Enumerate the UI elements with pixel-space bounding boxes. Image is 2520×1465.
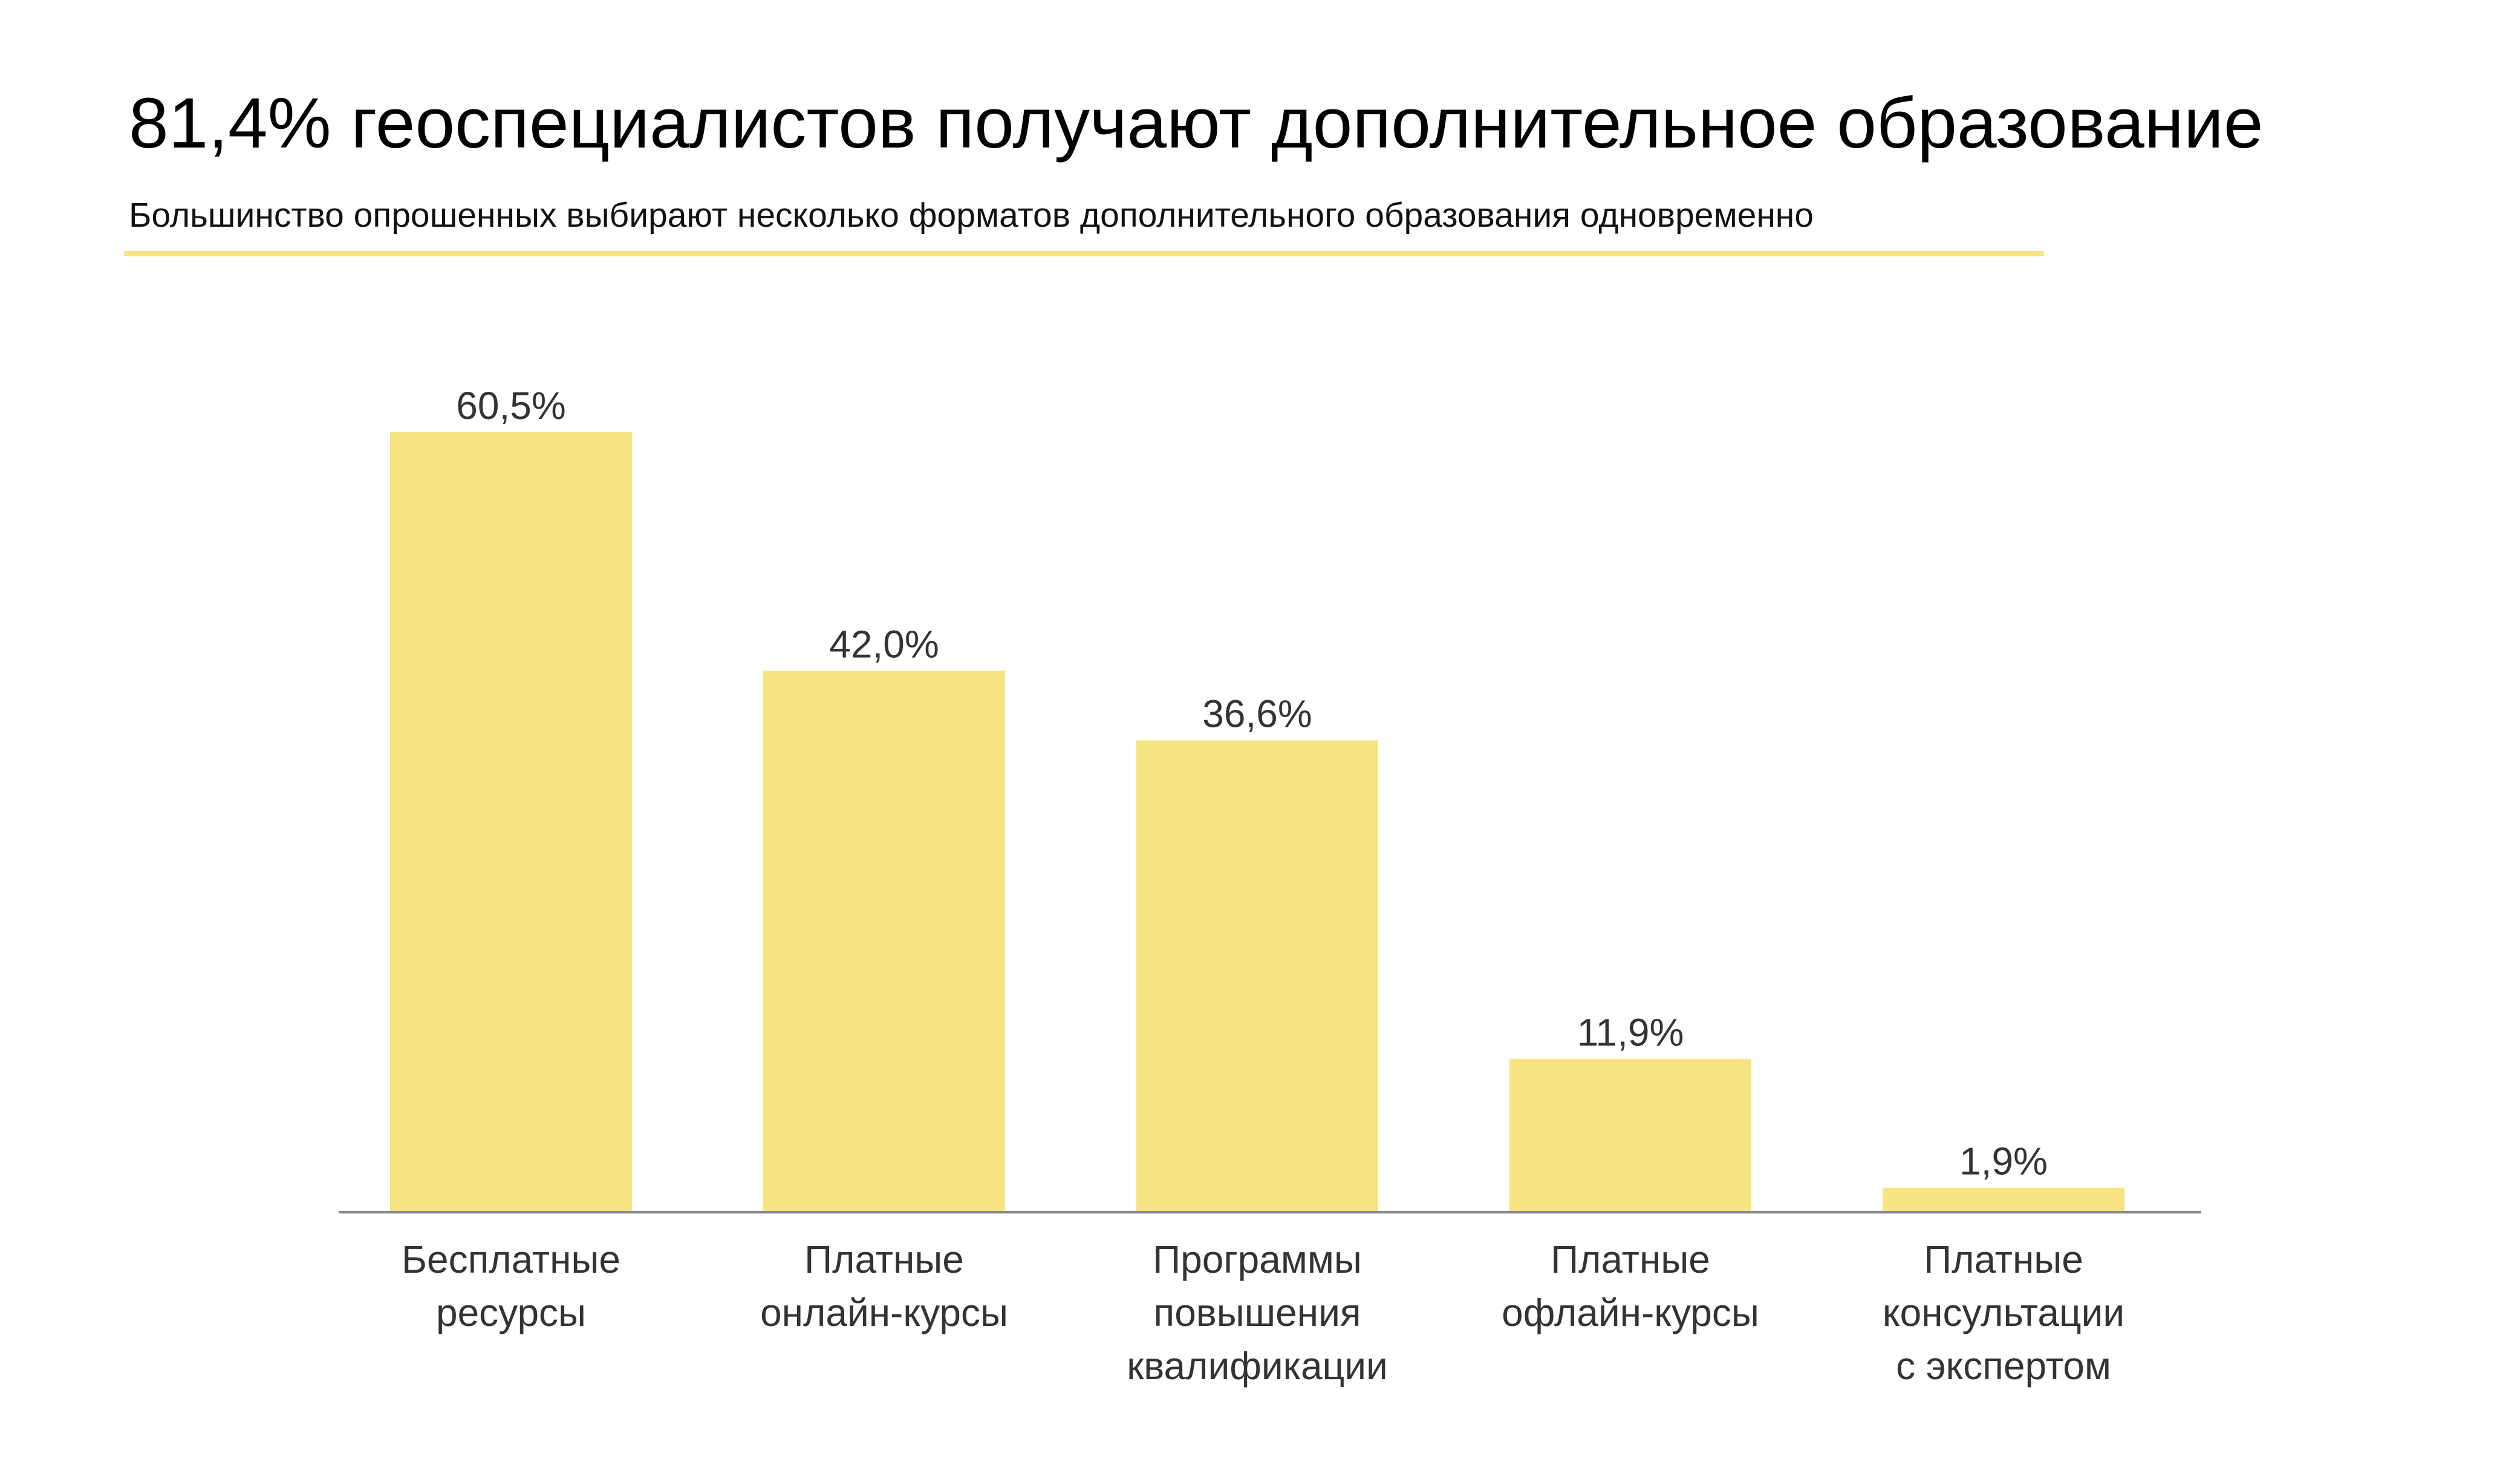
category-label-3-line-3: квалификации bbox=[1127, 1344, 1388, 1388]
value-labels-group: 60,5% 42,0% 36,6% 11,9% 1,9% bbox=[456, 384, 2048, 1183]
bar-5 bbox=[1883, 1187, 2124, 1212]
bar-2 bbox=[763, 671, 1005, 1212]
category-label-3-line-2: повышения bbox=[1154, 1291, 1361, 1334]
value-label-2: 42,0% bbox=[829, 622, 939, 666]
category-label-3-line-1: Программы bbox=[1153, 1238, 1362, 1281]
category-label-5-line-2: консультации bbox=[1883, 1291, 2124, 1334]
value-label-4: 11,9% bbox=[1577, 1010, 1684, 1054]
category-label-1: Бесплатные ресурсы bbox=[402, 1238, 620, 1334]
category-label-1-line-1: Бесплатные bbox=[402, 1238, 620, 1281]
category-label-2-line-1: Платные bbox=[804, 1238, 964, 1281]
bar-3 bbox=[1136, 740, 1378, 1212]
category-label-3: Программы повышения квалификации bbox=[1127, 1238, 1388, 1388]
bar-4 bbox=[1509, 1059, 1751, 1212]
category-label-5-line-1: Платные bbox=[1924, 1238, 2083, 1281]
page-subtitle: Большинство опрошенных выбирают нескольк… bbox=[129, 196, 1814, 235]
category-label-4-line-1: Платные bbox=[1551, 1238, 1710, 1281]
category-label-5: Платные консультации с экспертом bbox=[1883, 1238, 2124, 1388]
category-label-1-line-2: ресурсы bbox=[436, 1291, 586, 1334]
value-label-5: 1,9% bbox=[1959, 1139, 2048, 1183]
bar-1 bbox=[390, 432, 632, 1212]
category-labels-group: Бесплатные ресурсы Платные онлайн-курсы Прог… bbox=[402, 1238, 2124, 1388]
category-label-2: Платные онлайн-курсы bbox=[760, 1238, 1008, 1334]
bars-group bbox=[390, 432, 2124, 1212]
value-label-3: 36,6% bbox=[1202, 692, 1312, 736]
category-label-4-line-2: офлайн-курсы bbox=[1502, 1291, 1759, 1334]
category-label-2-line-2: онлайн-курсы bbox=[760, 1291, 1008, 1334]
title-underline bbox=[124, 251, 2044, 256]
category-label-5-line-3: с экспертом bbox=[1896, 1344, 2111, 1388]
value-label-1: 60,5% bbox=[456, 384, 565, 427]
category-label-4: Платные офлайн-курсы bbox=[1502, 1238, 1759, 1334]
page-title: 81,4% геоспециалистов получают дополните… bbox=[129, 83, 2264, 163]
